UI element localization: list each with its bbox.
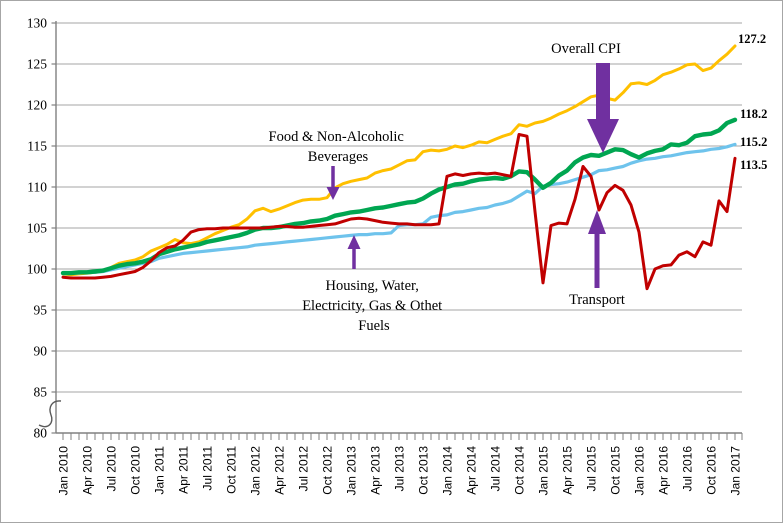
- x-tick-label-jan-2016: Jan 2016: [633, 446, 647, 496]
- x-tick-label-jan-2017: Jan 2017: [729, 446, 743, 496]
- x-tick-label-oct-2012: Oct 2012: [321, 446, 335, 495]
- x-tick-label-apr-2015: Apr 2015: [561, 446, 575, 495]
- y-tick-label-90: 90: [34, 344, 48, 359]
- annotation-overall-cpi-label: Overall CPI: [551, 41, 621, 57]
- y-tick-label-100: 100: [27, 262, 48, 277]
- y-tick-label-125: 125: [27, 57, 48, 72]
- x-tick-label-apr-2011: Apr 2011: [177, 446, 191, 494]
- x-tick-label-oct-2016: Oct 2016: [705, 446, 719, 495]
- y-tick-label-95: 95: [34, 303, 48, 318]
- x-tick-label-oct-2013: Oct 2013: [417, 446, 431, 495]
- x-tick-label-jul-2010: Jul 2010: [105, 446, 119, 492]
- food-down-arrow-icon: [326, 166, 340, 200]
- x-tick-label-jan-2010: Jan 2010: [57, 446, 71, 496]
- x-tick-label-jul-2011: Jul 2011: [201, 446, 215, 491]
- x-tick-label-apr-2014: Apr 2014: [465, 446, 479, 495]
- x-tick-label-jan-2011: Jan 2011: [153, 446, 167, 495]
- y-axis-labels-group: 130 125 120 115 110 105 100 95 90 85 80: [27, 16, 48, 441]
- x-tick-label-jan-2014: Jan 2014: [441, 446, 455, 496]
- y-tick-label-105: 105: [27, 221, 48, 236]
- gridlines-group: [51, 22, 742, 434]
- series-line-overall-cpi: [60, 117, 738, 276]
- end-label-transport: 113.5: [740, 158, 767, 172]
- x-tick-label-oct-2011: Oct 2011: [225, 446, 239, 494]
- y-tick-label-120: 120: [27, 98, 48, 113]
- annotation-housing-label: Housing, Water, Electricity, Gas & Othet…: [302, 278, 446, 334]
- annotation-transport-label: Transport: [569, 292, 625, 308]
- y-tick-label-130: 130: [27, 16, 48, 31]
- y-tick-label-110: 110: [27, 180, 47, 195]
- y-tick-label-85: 85: [34, 385, 48, 400]
- x-tick-label-apr-2016: Apr 2016: [657, 446, 671, 495]
- x-tick-label-jan-2012: Jan 2012: [249, 446, 263, 496]
- annotation-food-label: Food & Non-Alcoholic Beverages: [269, 129, 408, 165]
- y-tick-label-80: 80: [34, 426, 48, 441]
- x-tick-label-apr-2012: Apr 2012: [273, 446, 287, 495]
- x-tick-label-apr-2010: Apr 2010: [81, 446, 95, 495]
- y-tick-label-115: 115: [27, 139, 47, 154]
- housing-up-arrow-icon: [347, 235, 361, 269]
- y-axis-break-icon: [38, 400, 62, 428]
- x-axis-ticks-group: [62, 433, 743, 440]
- x-tick-label-oct-2014: Oct 2014: [513, 446, 527, 495]
- x-tick-label-jan-2015: Jan 2015: [537, 446, 551, 496]
- x-tick-label-jul-2012: Jul 2012: [297, 446, 311, 492]
- series-line-transport: [61, 133, 737, 291]
- end-label-housing: 115.2: [740, 135, 767, 149]
- overall-cpi-down-arrow-icon: [587, 63, 619, 153]
- series-line-housing-water-electricity-gas-other-fuels: [61, 142, 737, 275]
- x-tick-label-jul-2016: Jul 2016: [681, 446, 695, 492]
- end-label-overall-cpi: 118.2: [740, 107, 767, 121]
- x-tick-label-apr-2013: Apr 2013: [369, 446, 383, 495]
- x-tick-label-jan-2013: Jan 2013: [345, 446, 359, 496]
- x-tick-label-oct-2015: Oct 2015: [609, 446, 623, 495]
- transport-up-arrow-icon: [588, 210, 606, 288]
- x-tick-label-jul-2015: Jul 2015: [585, 446, 599, 492]
- x-tick-label-jul-2014: Jul 2014: [489, 446, 503, 492]
- end-label-food: 127.2: [738, 32, 766, 46]
- x-tick-label-oct-2010: Oct 2010: [129, 446, 143, 495]
- x-tick-label-jul-2013: Jul 2013: [393, 446, 407, 492]
- series-lines-group: [60, 44, 738, 291]
- series-line-food-non-alcoholic-beverages: [61, 44, 737, 277]
- x-axis-labels-group: Jan 2010 Apr 2010 Jul 2010 Oct 2010 Jan 2011…: [57, 446, 743, 496]
